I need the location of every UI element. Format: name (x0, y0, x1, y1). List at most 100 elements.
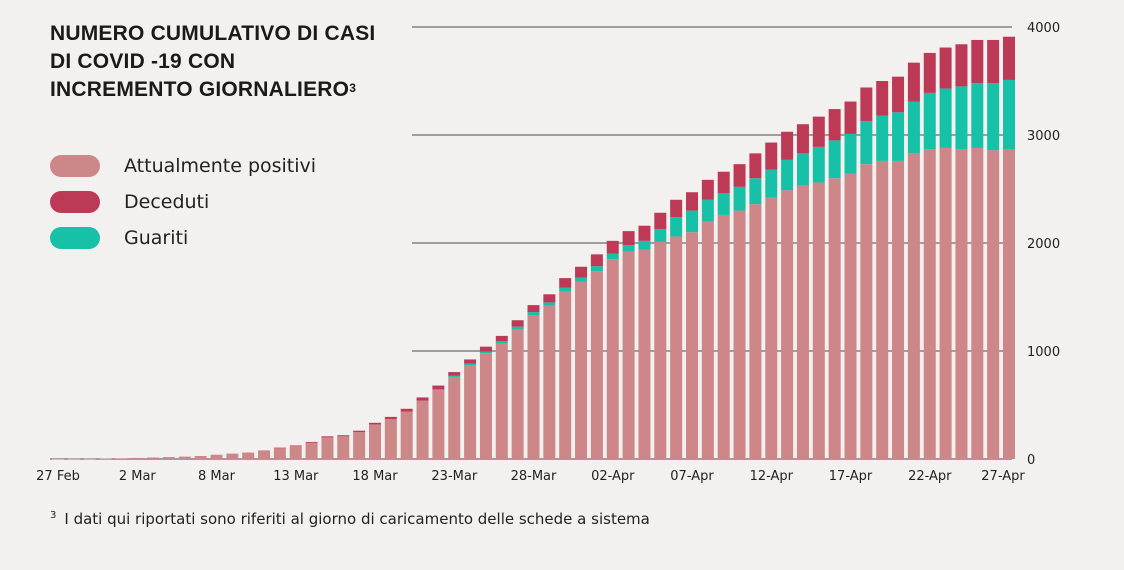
bar-deceduti-33 (575, 266, 588, 278)
bar-guariti-50 (844, 133, 857, 174)
x-tick-label: 17-Apr (829, 469, 873, 484)
bar-attualmente-positivi-53 (892, 160, 905, 460)
bar-guariti-30 (527, 312, 540, 316)
bar-deceduti-35 (606, 240, 619, 254)
bar-attualmente-positivi-13 (258, 450, 271, 459)
bar-guariti-52 (876, 115, 889, 161)
bar-attualmente-positivi-57 (955, 149, 968, 460)
bar-guariti-59 (987, 83, 1000, 151)
bar-guariti-57 (955, 86, 968, 150)
bar-deceduti-25 (448, 372, 461, 376)
legend-swatch-deceduti (50, 191, 100, 213)
x-tick-label: 28-Mar (511, 469, 557, 484)
bar-attualmente-positivi-48 (812, 182, 825, 459)
bar-deceduti-29 (511, 320, 524, 327)
legend-item-deceduti: Deceduti (50, 184, 316, 220)
bar-attualmente-positivi-18 (337, 436, 350, 459)
bar-deceduti-41 (701, 179, 714, 200)
bar-attualmente-positivi-43 (733, 210, 746, 459)
bar-attualmente-positivi-22 (400, 411, 413, 459)
footnote-text: I dati qui riportati sono riferiti al gi… (64, 510, 650, 528)
bar-guariti-54 (907, 101, 920, 154)
bar-guariti-55 (923, 92, 936, 150)
chart-title-line-2: DI COVID -19 CON (50, 50, 236, 73)
bar-guariti-58 (971, 83, 984, 148)
bar-deceduti-18 (337, 435, 350, 437)
bar-deceduti-59 (987, 39, 1000, 84)
bar-guariti-48 (812, 146, 825, 183)
bar-guariti-27 (479, 351, 492, 354)
bar-attualmente-positivi-2 (83, 458, 96, 460)
legend-label-positivi: Attualmente positivi (124, 155, 317, 177)
bar-attualmente-positivi-38 (654, 241, 667, 459)
bar-guariti-39 (670, 217, 683, 237)
bar-deceduti-47 (796, 124, 809, 154)
bar-deceduti-57 (955, 44, 968, 87)
y-tick-label: 1000 (1027, 345, 1060, 360)
legend-label-deceduti: Deceduti (124, 191, 210, 213)
bar-deceduti-43 (733, 164, 746, 187)
bar-deceduti-31 (543, 294, 556, 303)
bar-guariti-32 (559, 287, 572, 292)
footnote: 3 I dati qui riportati sono riferiti al g… (50, 510, 650, 528)
bar-attualmente-positivi-4 (115, 458, 128, 459)
bar-attualmente-positivi-23 (416, 400, 429, 459)
bar-attualmente-positivi-55 (923, 149, 936, 460)
y-tick-label: 2000 (1027, 237, 1060, 252)
bar-deceduti-37 (638, 225, 651, 241)
x-tick-label: 23-Mar (431, 469, 477, 484)
bar-attualmente-positivi-32 (559, 291, 572, 459)
bar-guariti-34 (590, 266, 603, 272)
bar-attualmente-positivi-41 (701, 221, 714, 459)
legend: Attualmente positivi Deceduti Guariti (50, 148, 316, 256)
chart-title-footnote-marker: 3 (349, 81, 357, 95)
bar-deceduti-34 (590, 254, 603, 267)
bar-guariti-26 (464, 363, 477, 366)
x-tick-label: 02-Apr (591, 469, 635, 484)
legend-swatch-positivi (50, 155, 100, 177)
bar-deceduti-22 (400, 408, 413, 412)
bar-attualmente-positivi-14 (273, 448, 286, 459)
bar-attualmente-positivi-16 (305, 442, 318, 459)
bar-guariti-37 (638, 240, 651, 250)
y-axis-tick-labels: 0 1000 2000 3000 4000 (1027, 21, 1060, 468)
bar-deceduti-24 (432, 385, 445, 390)
x-tick-label: 22-Apr (908, 469, 952, 484)
bar-attualmente-positivi-51 (860, 164, 873, 459)
bar-deceduti-19 (353, 430, 366, 432)
bar-deceduti-52 (876, 81, 889, 116)
bar-attualmente-positivi-9 (194, 455, 207, 459)
bar-guariti-47 (796, 153, 809, 186)
bar-deceduti-58 (971, 39, 984, 84)
bar-deceduti-48 (812, 116, 825, 147)
y-tick-label: 4000 (1027, 21, 1060, 36)
bar-guariti-33 (575, 277, 588, 282)
bar-guariti-31 (543, 302, 556, 306)
bar-guariti-24 (432, 389, 445, 390)
bar-guariti-42 (717, 193, 730, 215)
bar-attualmente-positivi-36 (622, 251, 635, 459)
bar-attualmente-positivi-20 (369, 424, 381, 459)
chart-title-line-3: INCREMENTO GIORNALIERO3 (50, 76, 375, 104)
bar-attualmente-positivi-17 (321, 437, 334, 459)
bar-deceduti-53 (892, 76, 905, 113)
bar-guariti-49 (828, 140, 841, 179)
x-tick-label: 27-Apr (981, 469, 1025, 484)
bar-deceduti-27 (479, 346, 492, 352)
bar-deceduti-36 (622, 231, 635, 246)
bar-guariti-60 (1003, 79, 1015, 150)
bar-guariti-36 (622, 245, 635, 252)
bar-attualmente-positivi-25 (448, 376, 461, 459)
x-tick-label: 12-Apr (750, 469, 794, 484)
bar-attualmente-positivi-12 (242, 452, 255, 459)
x-tick-label: 27 Feb (36, 469, 80, 484)
bar-attualmente-positivi-27 (479, 353, 492, 459)
bar-attualmente-positivi-35 (606, 259, 619, 459)
bar-deceduti-56 (939, 47, 952, 89)
bar-deceduti-39 (670, 199, 683, 218)
bar-attualmente-positivi-26 (464, 365, 477, 459)
bar-deceduti-30 (527, 305, 540, 313)
bar-attualmente-positivi-45 (765, 197, 778, 459)
bar-attualmente-positivi-59 (987, 150, 1000, 459)
bar-deceduti-23 (416, 397, 429, 401)
